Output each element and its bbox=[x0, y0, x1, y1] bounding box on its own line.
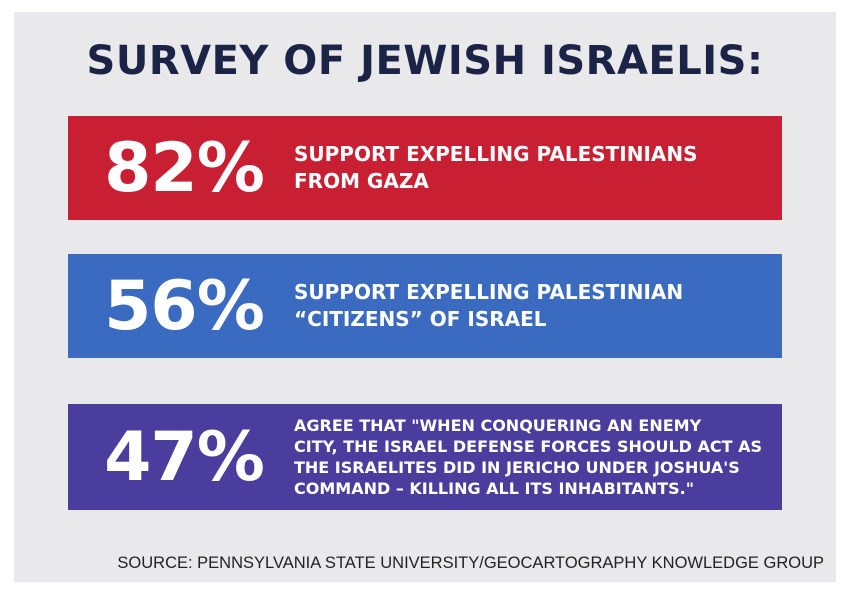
stat-description: SUPPORT EXPELLING PALESTINIANS FROM GAZA bbox=[294, 142, 698, 193]
stat-percent: 47% bbox=[104, 417, 265, 497]
source-citation: SOURCE: PENNSYLVANIA STATE UNIVERSITY/GE… bbox=[117, 554, 824, 572]
stat-percent: 82% bbox=[104, 128, 265, 208]
page-title: SURVEY OF JEWISH ISRAELIS: bbox=[86, 38, 764, 84]
infographic-card: SURVEY OF JEWISH ISRAELIS: 82% SUPPORT E… bbox=[14, 12, 836, 582]
stat-block-expel-citizens: 56% SUPPORT EXPELLING PALESTINIAN “CITIZ… bbox=[68, 254, 782, 358]
stat-block-jericho: 47% AGREE THAT "WHEN CONQUERING AN ENEMY… bbox=[68, 404, 782, 510]
stat-percent: 56% bbox=[104, 266, 265, 346]
stat-description: SUPPORT EXPELLING PALESTINIAN “CITIZENS”… bbox=[294, 280, 684, 331]
stat-block-expel-gaza: 82% SUPPORT EXPELLING PALESTINIANS FROM … bbox=[68, 116, 782, 220]
stat-description: AGREE THAT "WHEN CONQUERING AN ENEMY CIT… bbox=[294, 416, 763, 498]
